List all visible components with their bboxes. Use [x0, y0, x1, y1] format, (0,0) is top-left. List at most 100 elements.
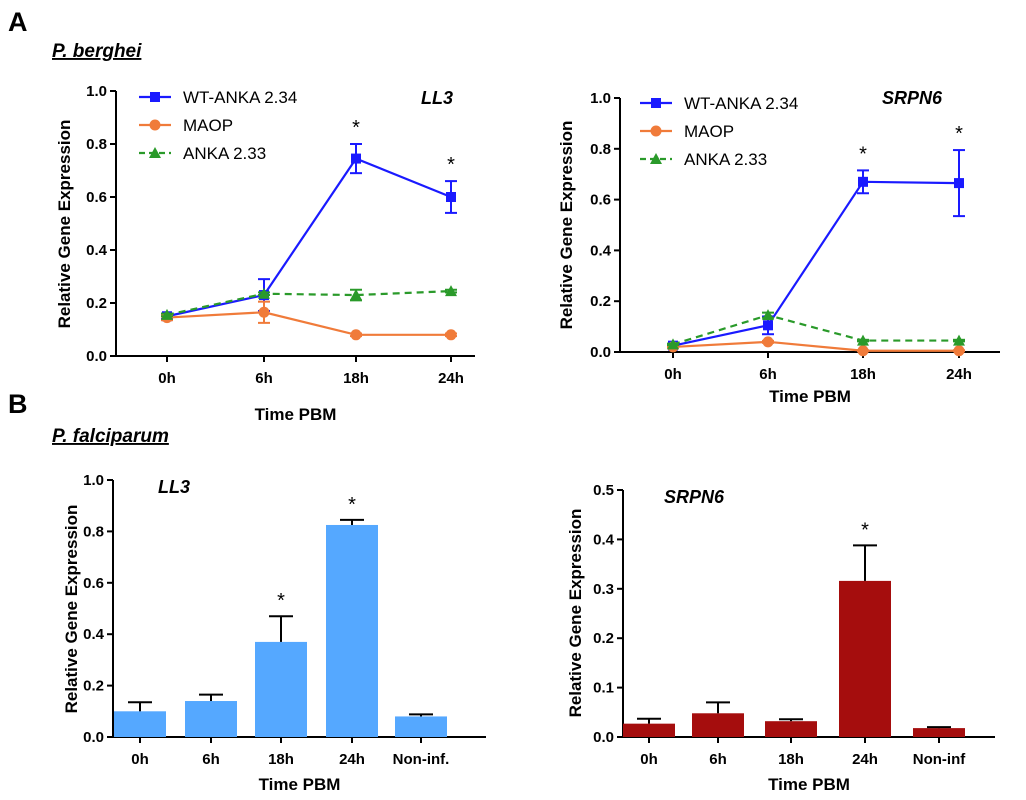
- x-tick-label: 18h: [850, 366, 876, 383]
- legend-marker: [150, 92, 160, 102]
- series-line: [166, 311, 451, 336]
- data-point: [667, 338, 679, 350]
- y-tick-label: 0.0: [593, 729, 614, 746]
- x-tick-label: 0h: [640, 751, 658, 768]
- data-point: [350, 329, 362, 341]
- gene-label: LL3: [421, 88, 453, 108]
- bar: [839, 580, 891, 737]
- significance-asterisk: *: [861, 519, 869, 541]
- panel-a-label: A: [8, 7, 28, 37]
- x-tick-label: 0h: [664, 366, 682, 383]
- x-tick-label: 18h: [343, 370, 369, 387]
- bar: [623, 723, 675, 737]
- line-chart-ll3: 0.0 0.2 0.4 0.6 0.8 1.0 0h 6h 18h 24h Time PBM Rela…: [55, 83, 475, 424]
- data-point: [445, 285, 457, 297]
- data-point: [954, 178, 964, 189]
- y-tick-label: 1.0: [590, 90, 611, 107]
- legend-marker: [650, 125, 662, 137]
- legend-label: MAOP: [183, 116, 233, 135]
- data-point: [763, 320, 773, 331]
- series-line: [166, 157, 452, 318]
- y-tick-label: 0.2: [590, 293, 611, 310]
- y-tick-label: 0.8: [590, 141, 611, 158]
- y-tick-label: 0.0: [86, 348, 107, 365]
- bar: [255, 641, 307, 737]
- significance-asterisk: *: [277, 590, 285, 612]
- y-tick-label: 0.0: [83, 729, 104, 746]
- gene-label: SRPN6: [882, 88, 943, 108]
- legend-label: WT-ANKA 2.34: [684, 94, 798, 113]
- x-tick-label: 6h: [759, 366, 777, 383]
- y-tick-label: 0.8: [86, 136, 107, 153]
- x-tick-label: 6h: [202, 751, 220, 768]
- x-tick-label: 24h: [438, 370, 464, 387]
- y-tick-label: 1.0: [83, 472, 104, 489]
- y-tick-label: 0.6: [83, 575, 104, 592]
- legend-marker: [651, 98, 661, 108]
- series-line: [672, 340, 959, 352]
- bar-chart-srpn6: 0.0 0.1 0.2 0.3 0.4 0.5 0h 6h 18h 24h Non-inf Time …: [566, 482, 995, 794]
- x-tick-label: 6h: [709, 751, 727, 768]
- data-point: [350, 289, 362, 301]
- data-point: [762, 309, 774, 321]
- series-line: [166, 289, 452, 316]
- legend-label: ANKA 2.33: [684, 150, 767, 169]
- x-tick-label: 0h: [131, 751, 149, 768]
- gene-label: LL3: [158, 477, 190, 497]
- x-tick-label: 18h: [268, 751, 294, 768]
- x-axis-title: Time PBM: [259, 775, 341, 794]
- y-axis-title: Relative Gene Expression: [557, 121, 576, 330]
- panel-b-label: B: [8, 389, 28, 419]
- significance-asterisk: *: [955, 123, 963, 145]
- x-tick-label: Non-inf.: [393, 751, 450, 768]
- x-tick-label: 6h: [255, 370, 273, 387]
- gene-label: SRPN6: [664, 487, 725, 507]
- bar: [692, 713, 744, 737]
- x-axis-title: Time PBM: [769, 387, 851, 406]
- y-tick-label: 0.4: [86, 242, 108, 259]
- data-point: [857, 334, 869, 346]
- y-tick-label: 0.4: [83, 626, 105, 643]
- y-tick-label: 0.4: [593, 531, 615, 548]
- data-point: [258, 287, 270, 299]
- data-point: [258, 306, 270, 318]
- x-tick-label: Non-inf: [913, 751, 966, 768]
- species-b-label: P. falciparum: [52, 426, 169, 447]
- x-axis-title: Time PBM: [768, 775, 850, 794]
- bar: [185, 701, 237, 737]
- series-line: [672, 180, 960, 347]
- data-point: [953, 345, 965, 357]
- y-axis-title: Relative Gene Expression: [55, 120, 74, 329]
- data-point: [858, 176, 868, 187]
- bar: [395, 716, 447, 737]
- y-tick-label: 1.0: [86, 83, 107, 100]
- significance-asterisk: *: [447, 154, 455, 176]
- y-tick-label: 0.4: [590, 242, 612, 259]
- legend-marker: [149, 119, 161, 131]
- x-tick-label: 0h: [158, 370, 176, 387]
- y-tick-label: 0.2: [86, 295, 107, 312]
- legend-marker: [149, 147, 161, 158]
- x-tick-label: 24h: [852, 751, 878, 768]
- line-chart-srpn6: 0.0 0.2 0.4 0.6 0.8 1.0 0h 6h 18h 24h Time PBM Rela…: [557, 88, 1000, 406]
- data-point: [762, 336, 774, 348]
- y-axis-title: Relative Gene Expression: [566, 509, 585, 718]
- significance-asterisk: *: [352, 117, 360, 139]
- y-axis-title: Relative Gene Expression: [62, 505, 81, 714]
- bar: [326, 524, 378, 737]
- legend-label: MAOP: [684, 122, 734, 141]
- significance-asterisk: *: [348, 494, 356, 516]
- series-line: [672, 314, 959, 346]
- y-tick-label: 0.5: [593, 482, 614, 499]
- y-tick-label: 0.0: [590, 344, 611, 361]
- y-tick-label: 0.8: [83, 523, 104, 540]
- x-tick-label: 18h: [778, 751, 804, 768]
- x-axis-title: Time PBM: [255, 405, 337, 424]
- y-tick-label: 0.2: [593, 630, 614, 647]
- y-tick-label: 0.6: [590, 192, 611, 209]
- species-a-label: P. berghei: [52, 41, 142, 62]
- data-point: [953, 334, 965, 346]
- x-tick-label: 24h: [339, 751, 365, 768]
- y-tick-label: 0.1: [593, 680, 614, 697]
